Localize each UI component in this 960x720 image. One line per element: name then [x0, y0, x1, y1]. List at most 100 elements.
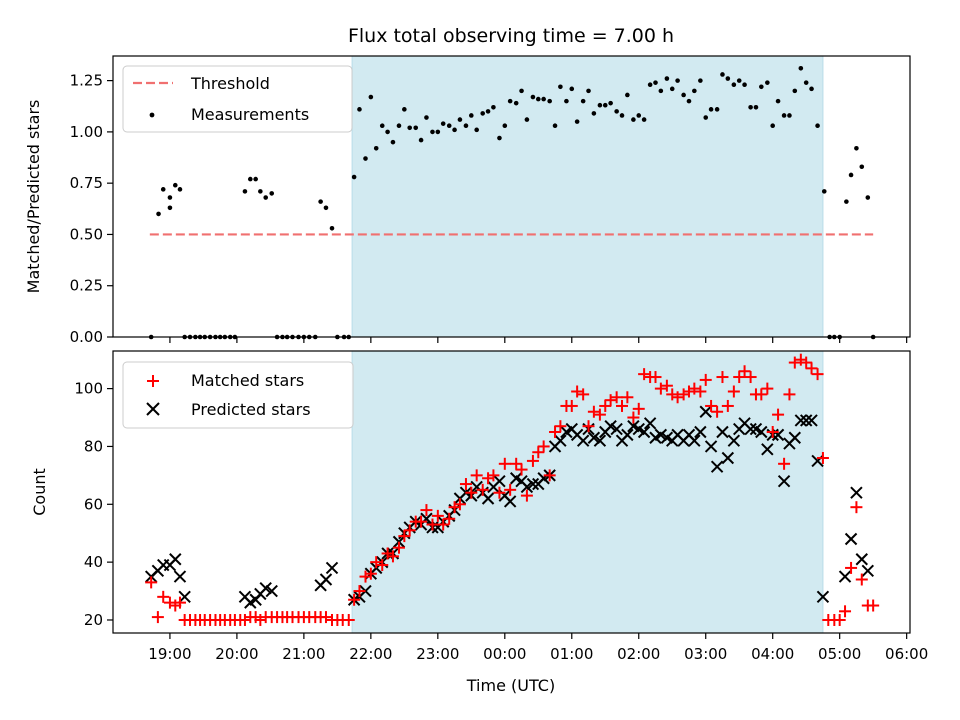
matched-stars-point	[621, 391, 634, 404]
measurement-point	[803, 80, 809, 85]
matched-stars-point	[811, 368, 824, 381]
matched-stars-point	[437, 518, 450, 531]
measurement-point	[725, 76, 731, 81]
measurement-point	[263, 195, 269, 200]
matched-stars-point	[677, 388, 690, 401]
x-tick-label: 06:00	[885, 645, 928, 663]
y-tick-label: 100	[74, 380, 103, 398]
legend-measurements-label: Measurements	[191, 105, 309, 124]
predicted-stars-point	[688, 434, 701, 447]
predicted-stars-point	[604, 419, 617, 433]
measurement-point	[156, 211, 161, 217]
matched-stars-point	[515, 463, 528, 476]
measurement-point	[748, 104, 753, 110]
measurement-point	[485, 109, 491, 114]
measurement-point	[708, 107, 714, 112]
matched-stars-point	[699, 373, 712, 386]
measurement-point	[463, 123, 469, 129]
measurement-point	[792, 88, 798, 94]
measurement-point	[770, 123, 776, 129]
predicted-stars-point	[178, 590, 191, 604]
measurement-point	[586, 88, 591, 94]
chart-title: Flux total observing time = 7.00 h	[348, 25, 674, 47]
matched-stars-point	[627, 411, 640, 424]
matched-stars-point	[671, 391, 684, 404]
measurement-point	[430, 129, 435, 135]
measurement-point	[675, 78, 680, 83]
predicted-stars-point	[794, 414, 808, 427]
legend-measurements-marker	[149, 112, 155, 118]
measurement-point	[160, 187, 166, 192]
axes-frame-top	[112, 55, 911, 338]
predicted-stars-point	[710, 460, 724, 473]
measurement-point	[558, 84, 563, 90]
measurement-point	[625, 92, 630, 98]
matched-stars-point	[616, 399, 629, 412]
matched-stars-point	[420, 504, 433, 517]
predicted-stars-point	[593, 434, 607, 447]
matched-stars-point	[537, 440, 550, 453]
matched-stars-point	[761, 382, 774, 395]
matched-stars-point	[364, 567, 377, 580]
predicted-stars-point	[704, 440, 718, 453]
measurement-point	[530, 94, 536, 100]
measurement-point	[379, 123, 385, 129]
measurement-point	[848, 172, 854, 178]
measurement-points	[148, 66, 876, 340]
matched-stars-point	[654, 382, 667, 395]
measurement-point	[351, 174, 357, 180]
matched-stars-point	[415, 515, 428, 528]
measurement-point	[787, 113, 792, 118]
observing-window-shade	[351, 55, 824, 338]
measurement-point	[247, 176, 253, 182]
measurement-point	[402, 107, 407, 112]
predicted-stars-point	[325, 561, 339, 575]
predicted-stars-point	[844, 532, 858, 546]
matched-stars-point	[498, 457, 511, 470]
measurement-point	[547, 98, 552, 104]
measurement-point	[821, 189, 827, 194]
matched-stars-point	[587, 405, 600, 418]
measurement-point	[608, 100, 613, 106]
measurement-point	[329, 225, 335, 231]
predicted-stars-point	[526, 477, 540, 491]
matched-stars-point	[855, 573, 868, 586]
matched-stars-point	[845, 561, 858, 574]
measurement-point	[781, 113, 787, 118]
matched-stars-point	[386, 550, 399, 563]
measurement-point	[323, 205, 329, 211]
legend-top: Threshold Measurements	[122, 65, 353, 133]
y-tick-label: 80	[84, 437, 103, 455]
measurement-point	[469, 113, 474, 118]
x-tick-label: 01:00	[550, 645, 593, 663]
measurement-point	[253, 176, 258, 182]
y-axis-label-ratio: Matched/Predicted stars	[24, 100, 43, 294]
measurement-point	[457, 117, 463, 122]
measurement-point	[519, 88, 524, 94]
matched-stars-point	[376, 559, 389, 572]
x-tick-label: 04:00	[751, 645, 794, 663]
predicted-stars-point	[744, 422, 757, 436]
measurement-point	[591, 111, 597, 116]
measurement-point	[242, 189, 248, 194]
measurement-point	[765, 80, 770, 85]
matched-stars-point	[381, 547, 394, 560]
measurement-point	[390, 139, 396, 145]
matched-stars-point	[459, 478, 472, 491]
matched-stars-point	[448, 501, 461, 514]
measurement-point	[653, 80, 658, 85]
measurement-point	[844, 199, 849, 204]
matched-stars-point	[660, 379, 673, 392]
observing-window-shade	[351, 350, 824, 634]
matched-stars-point	[342, 613, 355, 626]
measurement-point	[535, 96, 541, 102]
predicted-stars-point	[799, 414, 813, 427]
measurement-point	[407, 125, 412, 131]
matched-stars-point	[744, 371, 757, 384]
matched-stars-point	[783, 388, 796, 401]
measurement-point	[541, 96, 546, 102]
measurement-point	[497, 135, 502, 141]
predicted-stars-point	[576, 434, 590, 447]
predicted-stars-point	[788, 431, 802, 444]
matched-stars-point	[610, 391, 623, 404]
